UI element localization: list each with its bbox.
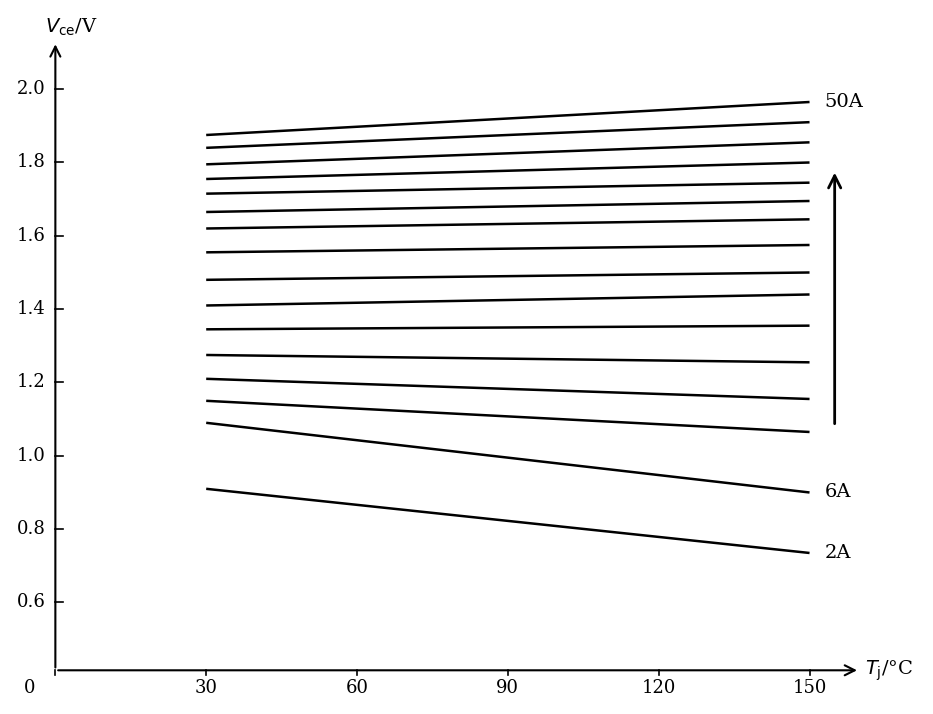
- Text: 2A: 2A: [825, 544, 851, 562]
- Text: 150: 150: [792, 680, 827, 698]
- Text: 50A: 50A: [825, 93, 863, 111]
- Text: 0.6: 0.6: [17, 593, 46, 611]
- Text: 1.2: 1.2: [17, 373, 46, 391]
- Text: 0.8: 0.8: [17, 520, 46, 538]
- Text: 60: 60: [345, 680, 369, 698]
- Text: 1.0: 1.0: [17, 447, 46, 465]
- Text: 0: 0: [23, 680, 35, 698]
- Text: $T_{\rm j}$/°C: $T_{\rm j}$/°C: [865, 658, 913, 683]
- Text: 2.0: 2.0: [17, 80, 46, 98]
- Text: 6A: 6A: [825, 483, 851, 501]
- Text: 1.4: 1.4: [17, 300, 46, 318]
- Text: 1.8: 1.8: [17, 154, 46, 171]
- Text: 90: 90: [496, 680, 520, 698]
- Text: 1.6: 1.6: [17, 227, 46, 245]
- Text: 30: 30: [195, 680, 217, 698]
- Text: 120: 120: [642, 680, 675, 698]
- Text: $V_{\rm ce}$/V: $V_{\rm ce}$/V: [46, 16, 98, 38]
